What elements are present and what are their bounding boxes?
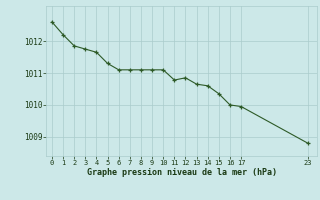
X-axis label: Graphe pression niveau de la mer (hPa): Graphe pression niveau de la mer (hPa) <box>87 168 276 177</box>
